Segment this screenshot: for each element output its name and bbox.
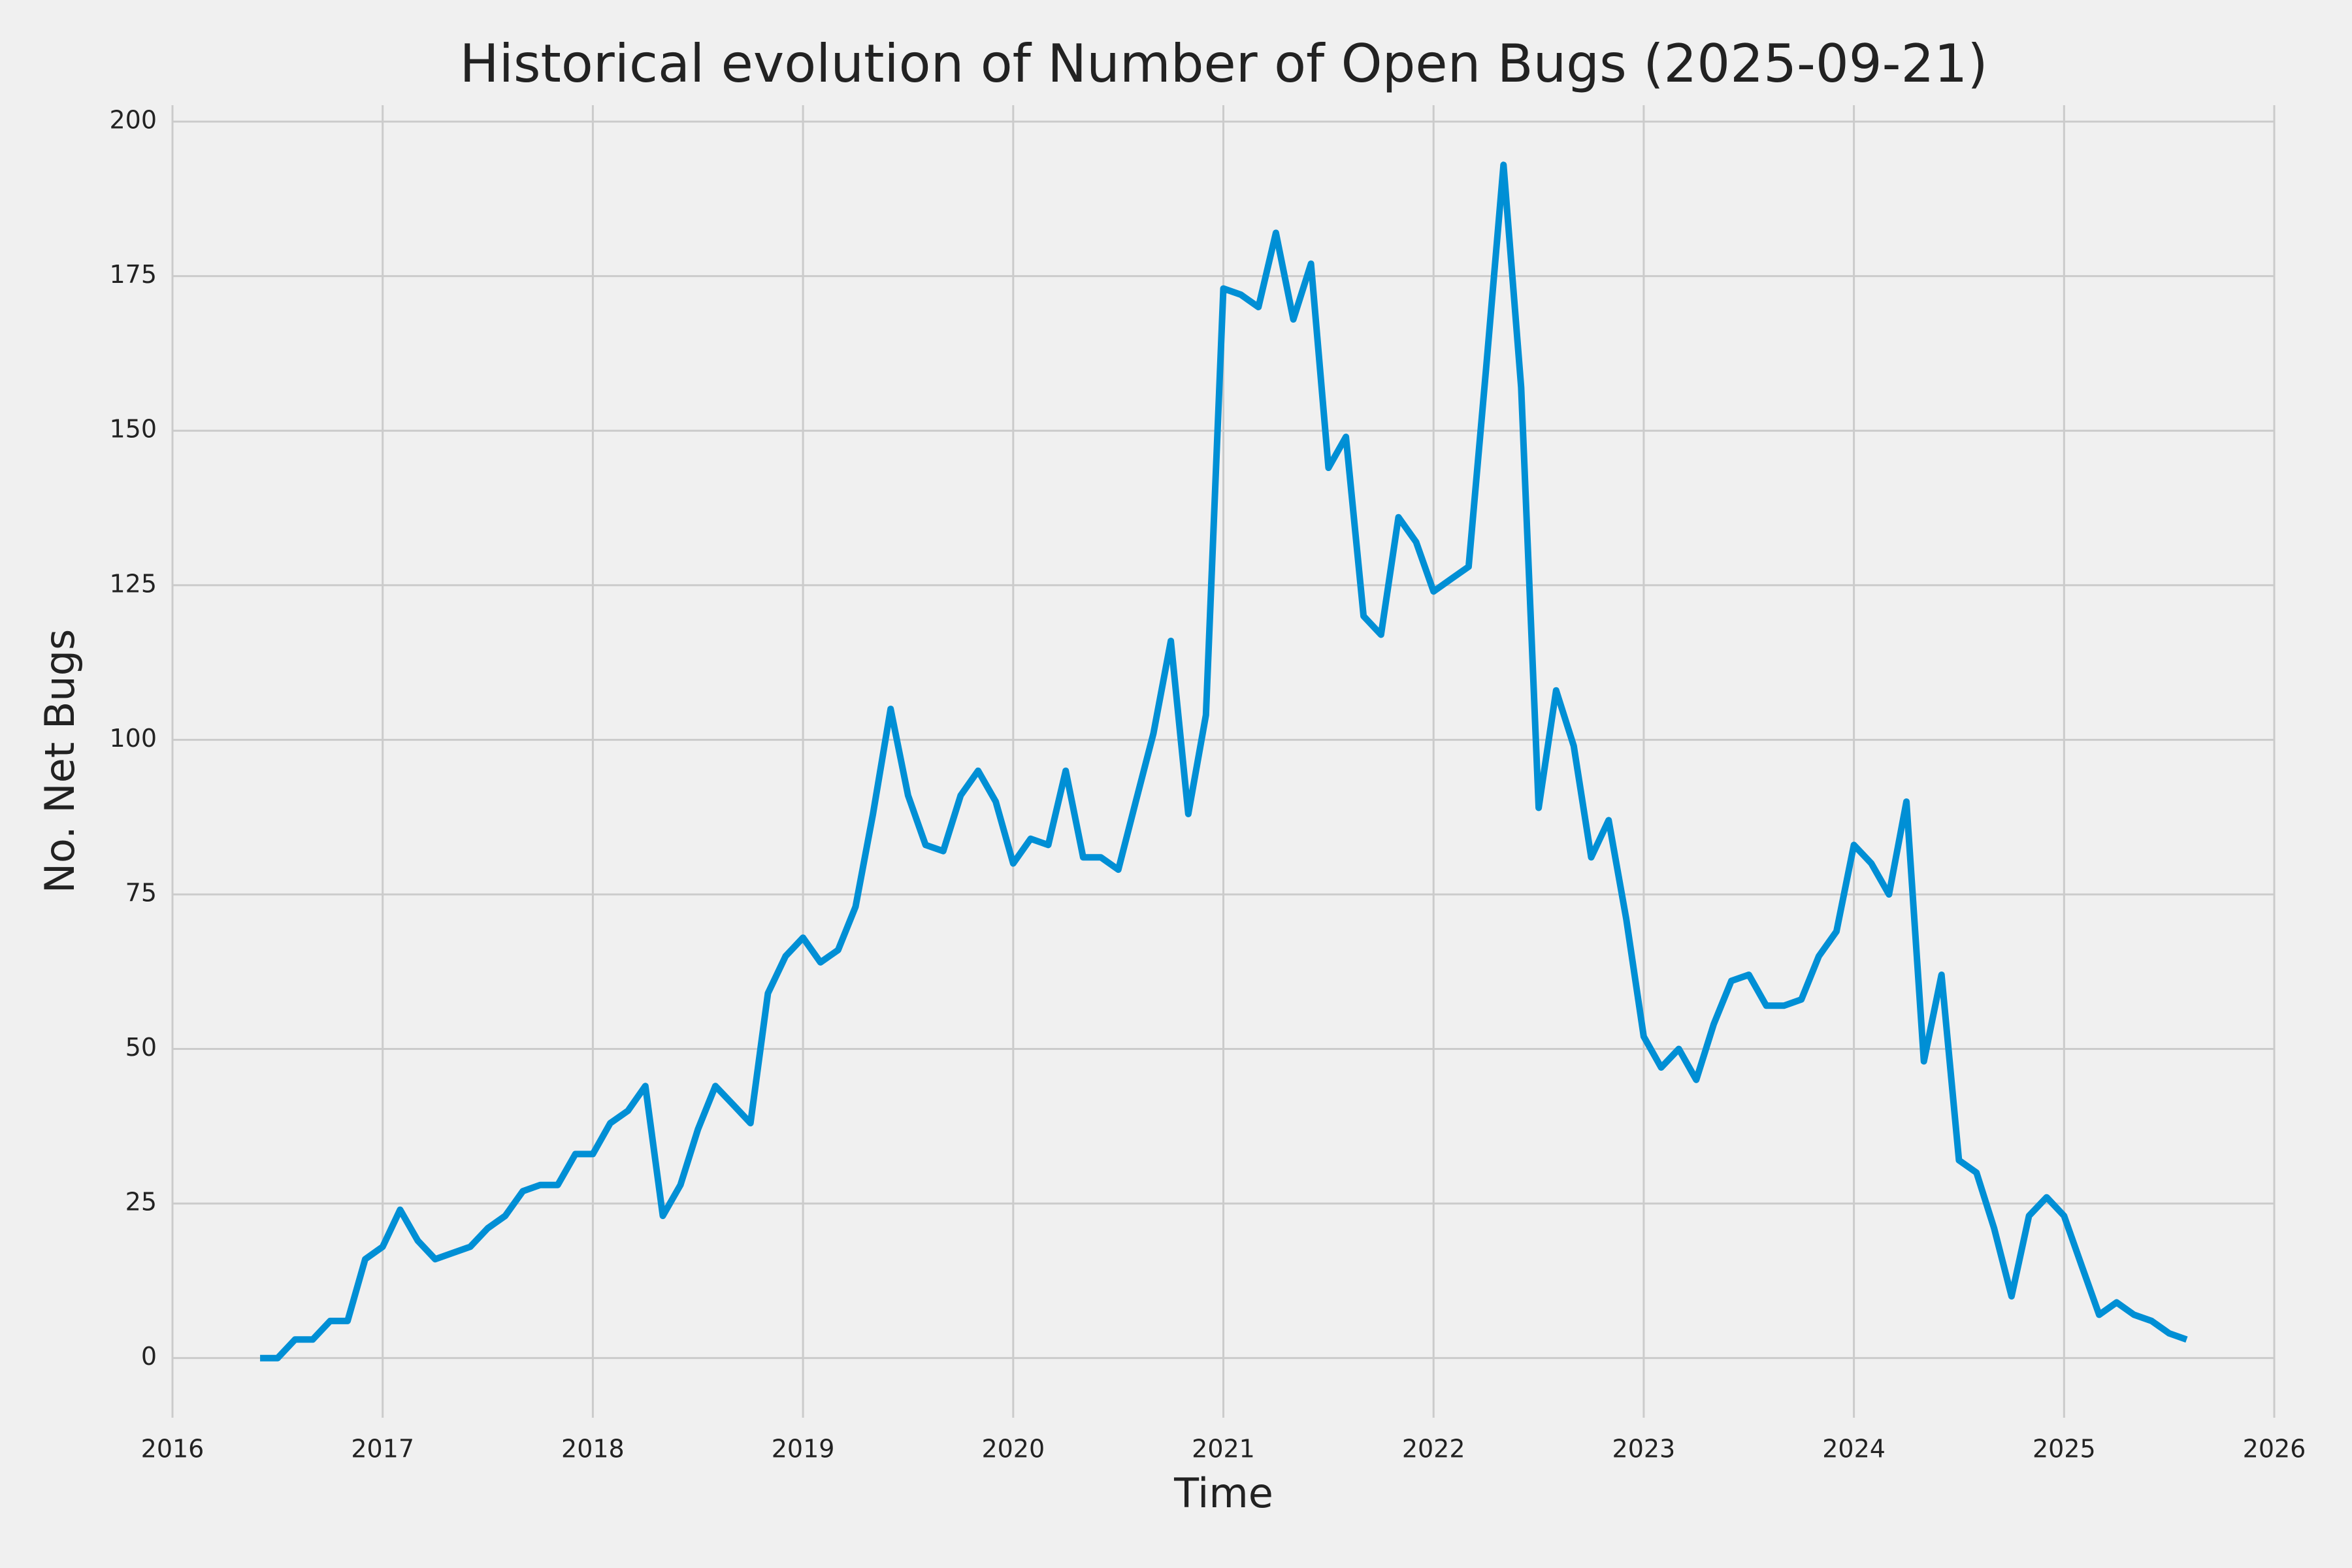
- x-tick-label: 2016: [141, 1435, 204, 1463]
- y-tick-label: 50: [125, 1033, 157, 1062]
- y-tick-label: 150: [109, 415, 157, 444]
- x-tick-label: 2020: [981, 1435, 1045, 1463]
- y-axis-label: No. Net Bugs: [36, 629, 84, 894]
- x-tick-label: 2019: [772, 1435, 835, 1463]
- y-tick-label: 25: [125, 1188, 157, 1217]
- x-tick-label: 2026: [2243, 1435, 2306, 1463]
- y-tick-label: 75: [125, 878, 157, 907]
- x-tick-label: 2017: [351, 1435, 414, 1463]
- x-tick-label: 2021: [1192, 1435, 1255, 1463]
- x-tick-label: 2024: [1822, 1435, 1886, 1463]
- y-tick-label: 0: [141, 1342, 157, 1371]
- y-tick-label: 125: [109, 569, 157, 598]
- y-tick-label: 200: [109, 106, 157, 135]
- chart-title: Historical evolution of Number of Open B…: [459, 33, 1987, 94]
- x-tick-label: 2023: [1612, 1435, 1676, 1463]
- data-line: [260, 161, 2188, 1362]
- y-tick-label: 100: [109, 724, 157, 753]
- x-tick-label: 2022: [1402, 1435, 1465, 1463]
- y-tick-label: 175: [109, 260, 157, 289]
- x-tick-label: 2025: [2033, 1435, 2096, 1463]
- x-axis-label: Time: [1173, 1469, 1273, 1517]
- x-tick-label: 2018: [561, 1435, 625, 1463]
